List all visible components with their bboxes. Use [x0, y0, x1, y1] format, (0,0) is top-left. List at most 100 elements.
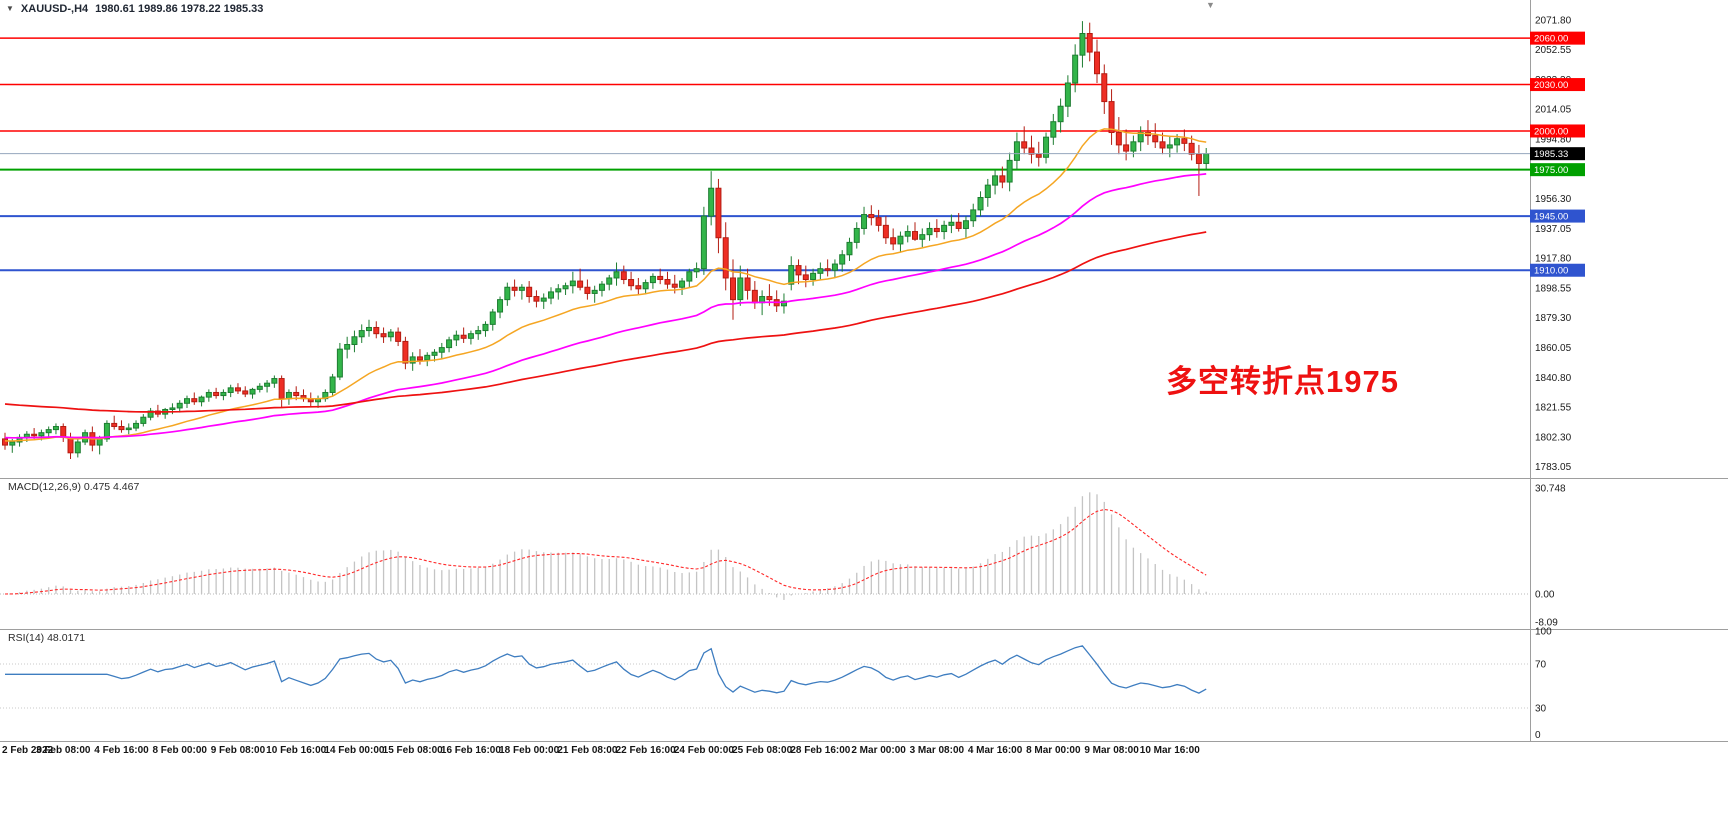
candle-body — [1057, 105, 1064, 123]
price-level-badge-label: 1945.00 — [1534, 212, 1568, 223]
candle-body — [635, 285, 642, 290]
rsi-scale-label: 70 — [1535, 660, 1547, 671]
candle-body — [438, 347, 445, 353]
candle-body — [1101, 73, 1108, 103]
candle-body — [620, 271, 627, 281]
candle-body — [293, 391, 300, 397]
candle-body — [846, 241, 853, 256]
candle-body — [788, 265, 795, 285]
candle-body — [409, 356, 416, 364]
candle-body — [1013, 141, 1020, 161]
candle-body — [285, 391, 292, 400]
candle-body — [817, 268, 824, 274]
candle-body — [227, 387, 234, 393]
candle-body — [1086, 32, 1093, 53]
time-axis-label: 9 Feb 08:00 — [211, 745, 266, 756]
candle-body — [1028, 147, 1035, 155]
candle-body — [977, 197, 984, 211]
candle-body — [1203, 153, 1210, 164]
candle-body — [795, 265, 802, 276]
candle-body — [875, 217, 882, 226]
collapse-icon[interactable]: ▼ — [6, 4, 14, 13]
price-axis-label: 1898.55 — [1535, 283, 1572, 294]
candle-body — [169, 407, 176, 410]
candle-body — [198, 396, 205, 403]
candle-body — [1166, 144, 1173, 149]
candle-body — [1195, 153, 1202, 164]
rsi-scale-label: 0 — [1535, 730, 1541, 741]
macd-scale-label: 30.748 — [1535, 484, 1566, 495]
chart-title: ▼ XAUUSD-,H4 1980.61 1989.86 1978.22 198… — [6, 3, 263, 15]
candle-body — [722, 237, 729, 279]
time-axis-label: 24 Feb 00:00 — [674, 745, 734, 756]
price-axis-label: 1860.05 — [1535, 343, 1572, 354]
candle-body — [111, 422, 118, 428]
time-axis-label: 3 Feb 08:00 — [36, 745, 91, 756]
candle-body — [853, 227, 860, 243]
price-level-badge — [1530, 163, 1585, 177]
candle-body — [598, 283, 605, 291]
price-axis-label: 1840.80 — [1535, 373, 1572, 384]
price-level-badge — [1530, 78, 1585, 92]
candle-body — [679, 280, 686, 288]
candle-body — [926, 227, 933, 236]
candle-body — [577, 280, 584, 288]
price-axis-label: 1917.80 — [1535, 254, 1572, 265]
candle-body — [402, 340, 409, 364]
candle-body — [380, 333, 387, 338]
chart-ohlc-readout: 1980.61 1989.86 1978.22 1985.33 — [95, 3, 264, 15]
time-axis-label: 22 Feb 16:00 — [616, 745, 676, 756]
candle-body — [242, 390, 249, 395]
candle-body — [802, 274, 809, 281]
macd-signal-line — [4, 508, 1207, 595]
candle-body — [9, 441, 16, 446]
candle-body — [548, 291, 554, 299]
candle-body — [591, 289, 598, 294]
candle-body — [1130, 141, 1137, 152]
price-axis-label: 1937.05 — [1535, 224, 1572, 235]
candle-body — [60, 426, 67, 438]
candle-body — [416, 356, 423, 361]
candle-body — [584, 286, 591, 294]
candle-body — [919, 234, 926, 240]
candle-body — [234, 387, 241, 392]
candle-body — [606, 277, 613, 285]
candle-body — [526, 286, 533, 298]
price-level-badge-label: 1910.00 — [1534, 266, 1568, 277]
price-axis-label: 2014.05 — [1535, 105, 1572, 116]
price-level-badge — [1530, 124, 1585, 138]
candle-body — [103, 422, 110, 440]
candle-body — [533, 296, 540, 302]
candle-body — [1094, 51, 1100, 75]
time-axis-label: 15 Feb 08:00 — [383, 745, 443, 756]
candle-body — [147, 410, 154, 418]
candle-body — [868, 214, 875, 219]
price-level-badge — [1530, 147, 1585, 161]
rsi-line — [5, 645, 1207, 694]
candle-body — [780, 300, 787, 307]
time-axis-label: 2 Feb 2022 — [2, 745, 54, 756]
candle-body — [540, 297, 547, 302]
candle-body — [504, 286, 511, 301]
rsi-scale-label: 100 — [1535, 627, 1552, 638]
candle-body — [2, 438, 8, 446]
candle-body — [700, 215, 707, 270]
time-axis-label: 2 Mar 00:00 — [851, 745, 906, 756]
price-level-badge-label: 2060.00 — [1534, 34, 1568, 45]
candle-body — [133, 422, 140, 429]
price-axis-label: 1879.30 — [1535, 313, 1572, 324]
candle-body — [125, 427, 132, 431]
candle-body — [453, 334, 460, 341]
time-axis-label: 3 Mar 08:00 — [910, 745, 965, 756]
candle-body — [38, 432, 45, 437]
price-level-badge — [1530, 209, 1585, 223]
candle-body — [562, 285, 569, 290]
candle-body — [1188, 142, 1195, 155]
candle-body — [569, 280, 576, 287]
candle-body — [1174, 138, 1181, 146]
candle-body — [664, 279, 671, 285]
candle-body — [184, 398, 190, 404]
chart-shift-marker-icon[interactable]: ▼ — [1206, 0, 1215, 10]
